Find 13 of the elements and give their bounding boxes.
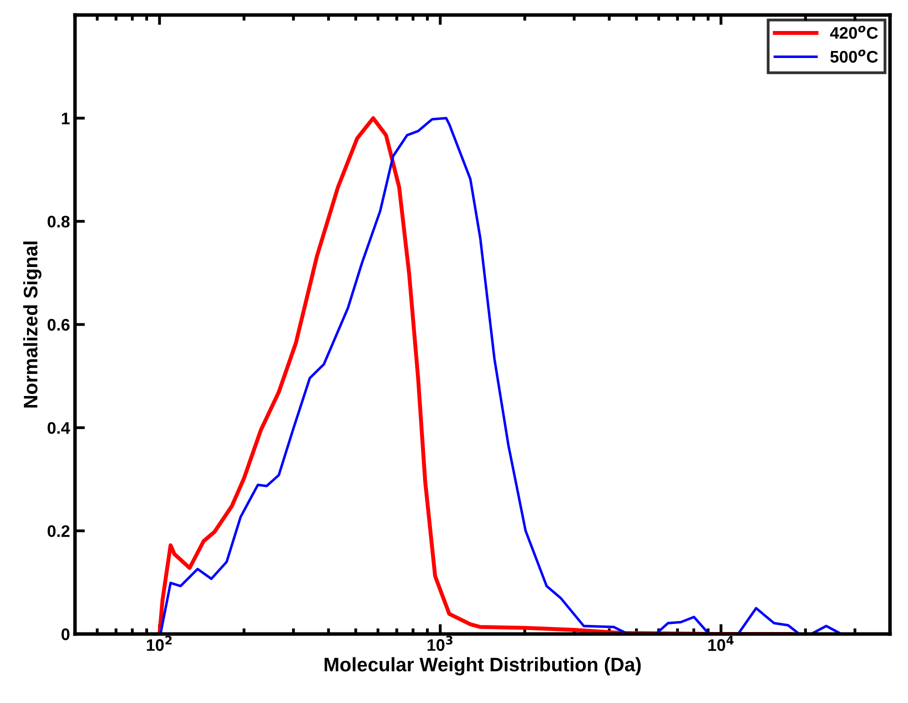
legend-label: 420$^{o}$C bbox=[830, 26, 878, 39]
y-axis-title: Normalized Signal bbox=[23, 242, 42, 408]
x-tick-label: 10$^{4}$ bbox=[708, 636, 734, 651]
y-tick-label: 0.2 bbox=[48, 525, 70, 538]
y-tick-label: 0 bbox=[62, 628, 70, 640]
y-tick-label: 0.6 bbox=[48, 318, 70, 331]
x-axis-title: Molecular Weight Distribution (Da) bbox=[324, 657, 641, 676]
x-tick-label: 10$^{3}$ bbox=[428, 636, 452, 651]
x-tick-label: 10$^{2}$ bbox=[146, 636, 172, 651]
legend-label: 500$^{o}$C bbox=[830, 50, 878, 63]
y-tick-label: 0.4 bbox=[48, 422, 70, 434]
y-tick-label: 1 bbox=[62, 112, 70, 124]
y-tick-label: 0.8 bbox=[48, 216, 70, 228]
